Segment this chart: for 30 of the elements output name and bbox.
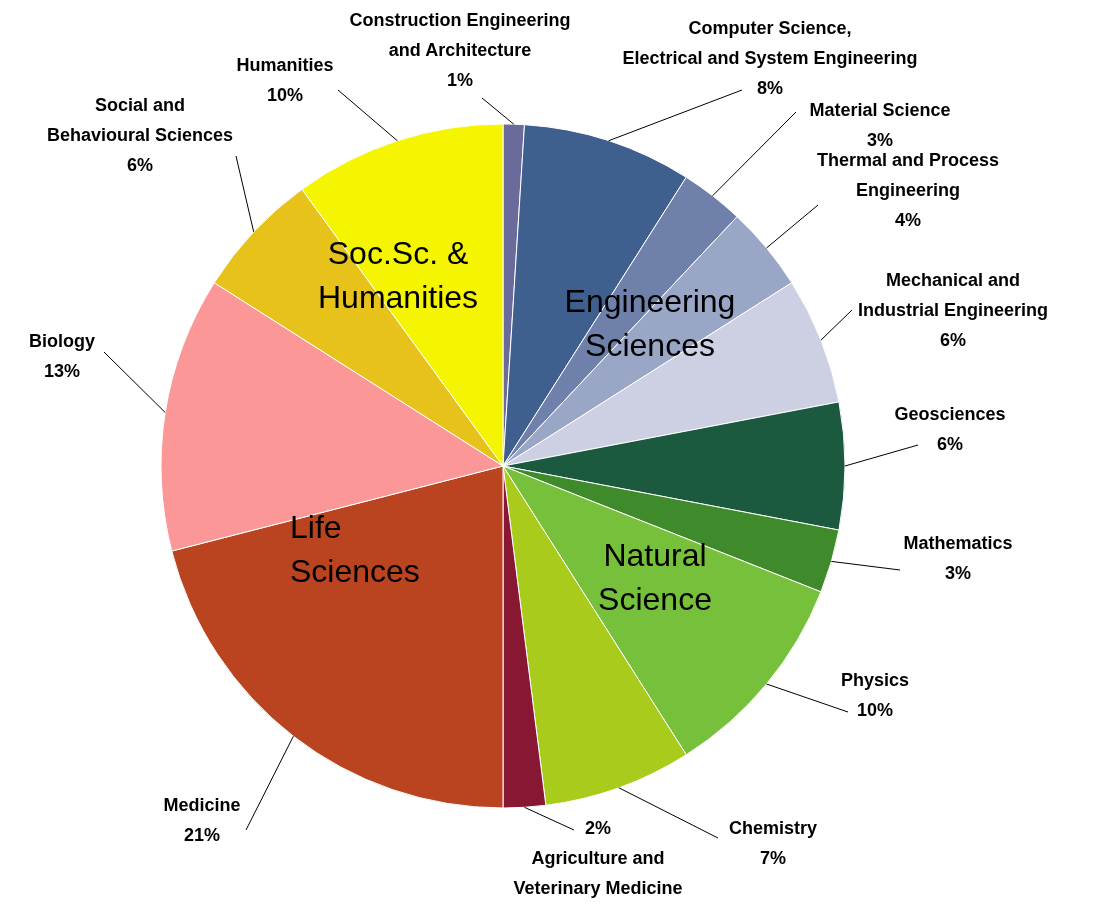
slice-label: Geosciences <box>894 404 1006 424</box>
slice-label: Social and Behavioural Sciences <box>46 95 234 145</box>
slice-label: Mechanical and Industrial Engineering <box>857 270 1049 320</box>
data-label: 2% <box>584 818 612 838</box>
data-label: 13% <box>43 361 81 381</box>
data-label: 4% <box>894 210 922 230</box>
data-label: 6% <box>936 434 964 454</box>
slice-label: Biology <box>29 331 95 351</box>
data-label: 8% <box>756 78 784 98</box>
slice-label: Thermal and Process Engineering <box>816 150 1000 200</box>
data-label: 10% <box>856 700 894 720</box>
data-label: 3% <box>944 563 972 583</box>
data-label: 3% <box>866 130 894 150</box>
slice-label: Physics <box>840 670 910 690</box>
slice-label: Mathematics <box>903 533 1013 553</box>
data-label: 21% <box>183 825 221 845</box>
data-label: 7% <box>759 848 787 868</box>
data-label: 1% <box>446 70 474 90</box>
slice-label: Computer Science, Electrical and System Engineering <box>622 18 918 68</box>
slice-label: Agriculture and Veterinary Medicine <box>513 848 683 898</box>
text: Natural Science <box>598 537 712 617</box>
slice-label: Medicine <box>163 795 241 815</box>
slice-label: Humanities <box>236 55 334 75</box>
slice-label: Construction Engineering and Architecture <box>349 10 571 60</box>
slice-label: Chemistry <box>728 818 818 838</box>
text: Life Sciences <box>290 509 420 589</box>
data-label: 6% <box>939 330 967 350</box>
data-label: 10% <box>266 85 304 105</box>
data-label: 6% <box>126 155 154 175</box>
slice-label: Material Science <box>809 100 951 120</box>
